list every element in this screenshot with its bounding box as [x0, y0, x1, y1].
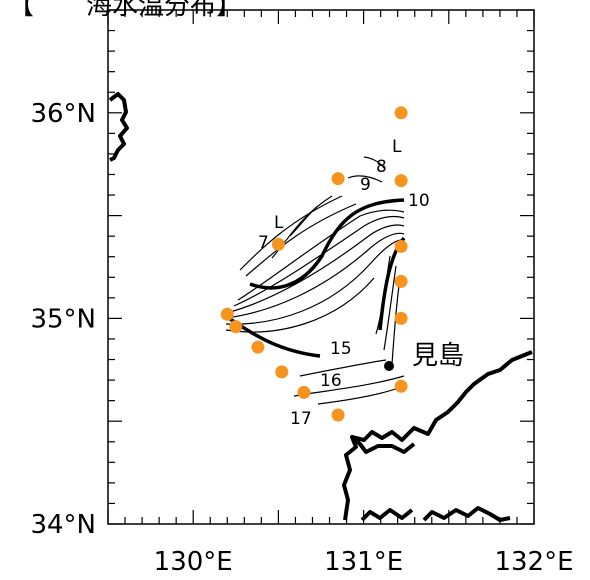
map-border	[107, 9, 535, 525]
low-marker: L	[392, 137, 402, 157]
station-dot	[331, 172, 345, 186]
contour-label-16: 16	[320, 371, 342, 391]
station-dot	[331, 408, 345, 422]
mishima-island-marker	[384, 361, 394, 371]
station-dot	[394, 106, 408, 120]
lon-tick-label: 131°E	[324, 547, 403, 577]
station-dot	[394, 311, 408, 325]
station-dot	[394, 239, 408, 253]
map-frame: 130°E 131°E 132°E 34°N 35°N 36°N	[30, 9, 574, 577]
lat-tick-label: 35°N	[30, 304, 96, 334]
mishima-label: 見島	[412, 341, 464, 371]
station-dot	[394, 174, 408, 188]
coastline	[108, 92, 533, 522]
lon-tick-label: 130°E	[154, 547, 233, 577]
station-dot	[394, 379, 408, 393]
lon-tick-label: 132°E	[494, 547, 573, 577]
station-dot	[229, 320, 243, 334]
contour-label-7: 7	[258, 233, 269, 253]
contour-label-8: 8	[376, 157, 387, 177]
station-dot	[220, 307, 234, 321]
contour-label-9: 9	[360, 175, 371, 195]
station-dot	[275, 365, 289, 379]
contour-label-15: 15	[330, 339, 352, 359]
observation-stations	[220, 106, 408, 422]
low-marker: L	[274, 213, 284, 233]
temperature-contours	[225, 156, 405, 405]
contour-labels: 7 8 9 10 15 16 17 L L	[258, 137, 430, 429]
station-dot	[297, 385, 311, 399]
station-dot	[251, 340, 265, 354]
contour-label-10: 10	[408, 191, 430, 211]
lat-tick-label: 36°N	[30, 99, 96, 129]
lat-tick-label: 34°N	[30, 510, 96, 540]
station-dot	[394, 274, 408, 288]
station-dot	[271, 237, 285, 251]
contour-label-17: 17	[290, 409, 312, 429]
